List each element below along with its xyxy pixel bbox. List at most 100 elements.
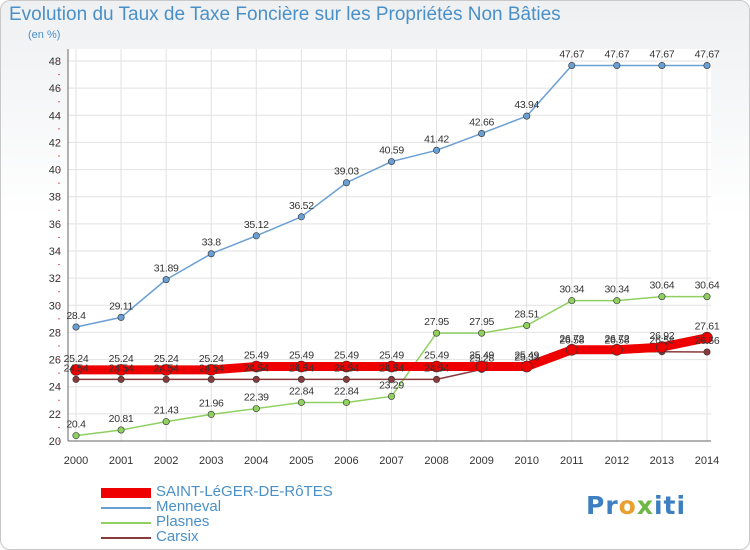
x-tick-label: 2001 [109,455,133,467]
y-tick-label: 20 [49,436,61,448]
legend-label: Carsix [156,528,199,545]
legend-swatch [101,507,151,509]
data-label-menneval: 47.67 [650,48,675,60]
y-tick-label: 36 [49,219,61,231]
data-label-saint-leger: 27.61 [695,321,720,333]
data-point-plasnes [342,398,350,406]
data-point-carsix [252,375,260,383]
data-label-menneval: 47.67 [559,48,584,60]
data-point-saint-leger [520,360,533,373]
y-tick-label: 28 [49,327,61,339]
data-point-menneval [252,232,260,240]
data-point-plasnes [568,297,576,305]
legend-label: Menneval [156,498,222,515]
data-point-menneval [568,61,576,69]
data-label-plasnes: 30.64 [650,280,675,292]
data-label-saint-leger: 25.49 [469,349,494,361]
data-label-carsix: 26.58 [559,335,584,347]
data-point-menneval [207,250,215,258]
y-tick-label: 44 [49,110,61,122]
data-point-carsix [207,375,215,383]
data-label-saint-leger: 25.49 [289,349,314,361]
data-label-carsix: 24.54 [64,362,89,374]
x-tick-label: 2004 [244,455,268,467]
data-point-carsix [162,375,170,383]
data-point-plasnes [117,426,125,434]
data-point-menneval [478,129,486,137]
data-point-plasnes [658,293,666,301]
data-point-plasnes [433,329,441,337]
data-point-saint-leger [115,364,127,376]
data-label-menneval: 29.11 [109,300,133,312]
x-tick-label: 2006 [334,455,358,467]
data-point-carsix [117,375,125,383]
data-label-saint-leger: 25.24 [154,353,179,365]
x-tick-label: 2008 [424,455,448,467]
data-label-carsix: 24.54 [154,362,179,374]
data-point-menneval [342,179,350,187]
y-tick-label: 24 [49,382,61,394]
y-tick-label: 34 [49,246,61,258]
x-tick-label: 2012 [605,455,629,467]
data-label-saint-leger: 25.24 [199,353,224,365]
y-tick-label: 30 [49,300,61,312]
data-label-menneval: 28.4 [66,310,86,322]
data-label-carsix: 25.28 [469,352,494,364]
data-point-saint-leger [656,341,668,353]
data-label-plasnes: 30.34 [559,284,584,296]
data-point-plasnes [252,405,260,413]
data-label-saint-leger: 25.49 [514,349,539,361]
data-point-menneval [387,158,395,166]
data-label-plasnes: 30.34 [604,284,629,296]
x-tick-label: 2009 [469,455,493,467]
data-point-menneval [703,61,711,69]
data-point-carsix [72,375,80,383]
data-point-saint-leger [340,360,353,373]
data-point-saint-leger [295,360,308,373]
data-label-saint-leger: 25.24 [64,353,89,365]
data-point-menneval [433,146,441,154]
data-label-menneval: 42.66 [469,116,494,128]
data-point-plasnes [297,398,305,406]
data-label-carsix: 24.54 [424,362,449,374]
data-label-saint-leger: 25.49 [379,349,404,361]
data-label-plasnes: 28.51 [514,309,539,321]
data-label-plasnes: 20.81 [109,413,134,425]
data-point-carsix [703,348,711,356]
x-tick-label: 2003 [199,455,223,467]
data-point-menneval [72,323,80,331]
chart-title: Evolution du Taux de Taxe Foncière sur l… [9,4,561,25]
data-point-plasnes [207,410,215,418]
data-label-carsix: 24.54 [289,362,314,374]
data-point-carsix [297,375,305,383]
x-tick-label: 2000 [64,455,88,467]
x-tick-label: 2002 [154,455,178,467]
data-label-plasnes: 21.96 [199,397,224,409]
legend-swatch [101,522,151,524]
data-point-carsix [433,375,441,383]
data-label-plasnes: 21.43 [154,405,179,417]
data-point-saint-leger [701,331,713,344]
data-label-plasnes: 22.84 [289,385,314,397]
y-tick-label: 42 [49,137,61,149]
x-tick-label: 2011 [560,455,584,467]
data-point-saint-leger [205,364,218,376]
data-point-menneval [613,61,621,69]
data-label-saint-leger: 25.49 [334,349,359,361]
data-label-saint-leger: 26.72 [604,333,629,345]
data-label-plasnes: 20.4 [66,419,86,431]
data-point-plasnes [523,322,531,330]
data-point-menneval [523,112,531,120]
data-label-plasnes: 23.29 [379,379,404,391]
data-point-plasnes [72,432,80,440]
data-label-plasnes: 30.64 [695,280,720,292]
data-label-saint-leger: 25.24 [109,353,134,365]
data-point-saint-leger [70,364,82,376]
data-point-saint-leger [565,343,578,356]
data-label-carsix: 25.33 [514,352,539,364]
legend-label: Plasnes [156,513,210,530]
data-label-saint-leger: 26.92 [650,330,675,342]
data-label-carsix: 24.54 [334,362,359,374]
data-label-saint-leger: 25.49 [244,349,269,361]
